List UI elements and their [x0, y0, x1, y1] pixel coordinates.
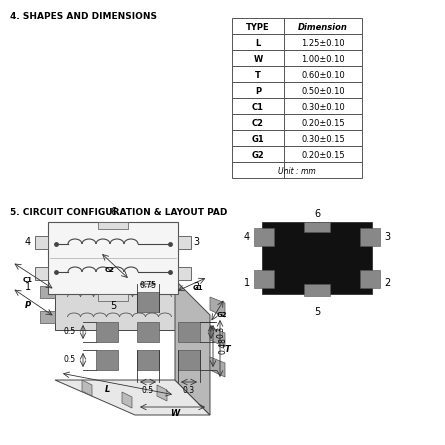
Text: L: L	[255, 40, 261, 49]
Text: 0.60±0.10: 0.60±0.10	[301, 72, 345, 81]
Text: G1: G1	[193, 285, 203, 291]
Bar	[35, 236, 48, 249]
Bar	[178, 267, 191, 280]
Bar	[178, 350, 200, 370]
Text: C2: C2	[252, 120, 264, 129]
Bar	[96, 322, 118, 342]
Bar	[304, 284, 330, 296]
Text: 3: 3	[384, 232, 390, 242]
Bar	[254, 270, 274, 288]
Bar	[232, 162, 362, 178]
Bar	[232, 66, 362, 82]
Text: 0.20±0.15: 0.20±0.15	[301, 151, 345, 161]
Text: 1.00±0.10: 1.00±0.10	[301, 56, 345, 65]
Polygon shape	[210, 297, 225, 317]
Text: 6: 6	[110, 207, 116, 217]
Text: L: L	[105, 385, 111, 395]
Text: 2: 2	[384, 278, 390, 288]
Polygon shape	[122, 392, 132, 408]
Bar	[304, 222, 330, 232]
Text: 0.5: 0.5	[142, 386, 154, 395]
Bar	[40, 286, 55, 298]
Bar	[178, 236, 191, 249]
Text: P: P	[25, 302, 31, 311]
Text: 1: 1	[25, 282, 31, 292]
Polygon shape	[82, 380, 92, 396]
Bar	[232, 34, 362, 50]
Text: 4: 4	[25, 237, 31, 247]
Text: 5. CIRCUIT CONFIGURATION & LAYOUT PAD: 5. CIRCUIT CONFIGURATION & LAYOUT PAD	[10, 208, 227, 217]
Text: 1.25±0.10: 1.25±0.10	[301, 40, 345, 49]
Bar	[35, 267, 48, 280]
Polygon shape	[55, 280, 175, 330]
Text: C1: C1	[23, 277, 33, 283]
Text: P: P	[255, 88, 261, 97]
Text: Dimension: Dimension	[298, 24, 348, 32]
Text: 5: 5	[314, 307, 320, 317]
Bar	[360, 270, 380, 288]
Bar	[96, 350, 118, 370]
Bar	[232, 18, 362, 34]
Bar	[232, 98, 362, 114]
Bar	[232, 82, 362, 98]
Text: 0.48: 0.48	[218, 338, 227, 354]
Text: TYPE: TYPE	[246, 24, 270, 32]
Bar	[232, 114, 362, 130]
Text: T: T	[255, 72, 261, 81]
Text: 0.75: 0.75	[139, 281, 157, 290]
Text: 0.20±0.15: 0.20±0.15	[301, 120, 345, 129]
Bar	[98, 294, 128, 301]
Bar	[232, 50, 362, 66]
Polygon shape	[210, 357, 225, 377]
Bar	[232, 130, 362, 146]
Text: 0.50±0.10: 0.50±0.10	[301, 88, 345, 97]
Bar	[137, 292, 159, 312]
Text: C2: C2	[105, 267, 115, 273]
Text: 5: 5	[110, 301, 116, 311]
Text: W: W	[170, 409, 180, 417]
Text: G1: G1	[251, 135, 264, 145]
Text: 0.3: 0.3	[217, 326, 226, 338]
Text: Unit : mm: Unit : mm	[278, 167, 316, 177]
Bar	[137, 350, 159, 370]
Polygon shape	[157, 385, 167, 401]
Bar	[48, 222, 178, 294]
Text: 4. SHAPES AND DIMENSIONS: 4. SHAPES AND DIMENSIONS	[10, 12, 157, 21]
Bar	[360, 228, 380, 246]
Bar	[137, 322, 159, 342]
Text: 0.5: 0.5	[64, 328, 76, 336]
Bar	[40, 311, 55, 323]
Text: W: W	[253, 56, 263, 65]
Text: 0.30±0.10: 0.30±0.10	[301, 104, 345, 113]
Text: C1: C1	[252, 104, 264, 113]
Bar	[232, 146, 362, 162]
Text: 0.5: 0.5	[64, 356, 76, 364]
Text: 2: 2	[193, 282, 199, 292]
Text: G2: G2	[251, 151, 264, 161]
Text: 4: 4	[244, 232, 250, 242]
Text: 3: 3	[193, 237, 199, 247]
Text: G2: G2	[217, 312, 227, 318]
Text: 1: 1	[244, 278, 250, 288]
Bar	[262, 222, 372, 294]
Text: T: T	[224, 344, 230, 353]
Text: 6: 6	[314, 209, 320, 219]
Bar	[254, 228, 274, 246]
Polygon shape	[175, 280, 210, 415]
Text: 0.3: 0.3	[183, 386, 195, 395]
Polygon shape	[55, 380, 210, 415]
Bar	[178, 322, 200, 342]
Bar	[98, 222, 128, 229]
Polygon shape	[210, 327, 225, 347]
Text: 0.30±0.15: 0.30±0.15	[301, 135, 345, 145]
